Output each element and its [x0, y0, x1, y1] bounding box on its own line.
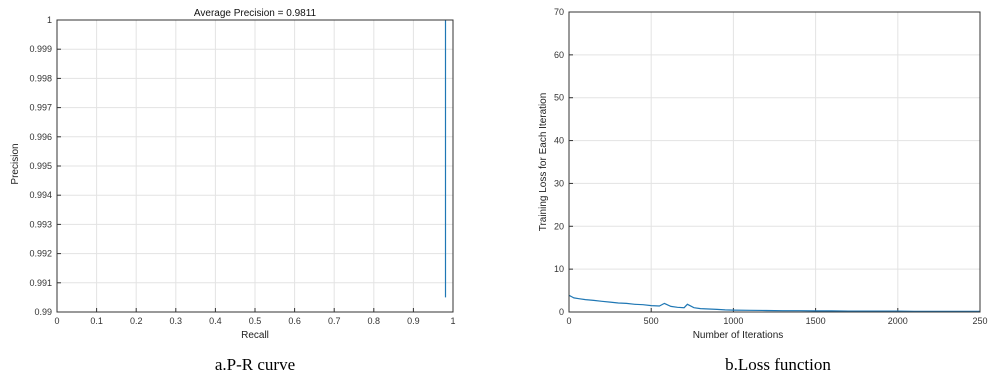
loss-y-tick-label: 30: [554, 178, 564, 188]
pr-curve-x-tick-label: 0.1: [90, 316, 103, 326]
loss-y-tick-label: 20: [554, 221, 564, 231]
loss-y-tick-label: 60: [554, 50, 564, 60]
pr-curve-y-tick-label: 0.994: [29, 190, 52, 200]
pr-curve-x-tick-label: 0.5: [249, 316, 262, 326]
loss-y-tick-label: 70: [554, 7, 564, 17]
pr-curve-y-tick-label: 0.99: [34, 307, 52, 317]
pr-curve-y-tick-label: 0.991: [29, 278, 52, 288]
pr-curve-y-tick-label: 0.997: [29, 103, 52, 113]
pr-curve-y-tick-label: 0.993: [29, 219, 52, 229]
loss-series: [568, 294, 980, 312]
loss-plot-frame: [568, 11, 981, 313]
loss-grid: [569, 12, 980, 312]
pr-curve-y-tick-label: 0.998: [29, 73, 52, 83]
pr-curve-x-tick-label: 0.9: [407, 316, 420, 326]
pr-curve-y-tick-label: 0.992: [29, 249, 52, 259]
pr-curve-y-tick-label: 0.996: [29, 132, 52, 142]
loss-series-line: [568, 294, 980, 312]
loss-x-tick-label: 2000: [888, 316, 908, 326]
loss-y-axis-label: Training Loss for Each Iteration: [538, 93, 549, 232]
loss-x-tick-label: 0: [566, 316, 571, 326]
pr-curve-grid: [57, 20, 453, 312]
loss-y-tick-label: 50: [554, 93, 564, 103]
loss-x-axis-label: Number of Iterations: [693, 330, 784, 341]
pr-curve-x-tick-label: 0: [54, 316, 59, 326]
pr-curve-plot-frame: [56, 19, 454, 313]
loss-y-tick-label: 10: [554, 264, 564, 274]
loss-x-tick-label: 250: [972, 316, 987, 326]
pr-curve-x-tick-label: 1: [450, 316, 455, 326]
pr-curve-title: Average Precision = 0.9811: [194, 8, 317, 19]
pr-curve-y-tick-label: 1: [47, 15, 52, 25]
pr-curve-x-tick-label: 0.4: [209, 316, 222, 326]
pr-curve-y-tick-label: 0.999: [29, 44, 52, 54]
pr-curve-x-tick-label: 0.6: [288, 316, 301, 326]
pr-curve-x-tick-label: 0.3: [170, 316, 183, 326]
loss-x-tick-label: 1500: [806, 316, 826, 326]
loss-y-tick-label: 0: [559, 307, 564, 317]
pr-curve-y-ticks: 0.99 0.991 0.992 0.993 0.994 0.995 0.996 0.997 0…: [29, 15, 61, 317]
pr-curve-x-tick-label: 0.7: [328, 316, 341, 326]
loss-panel: 0 500 1000 1500 2000 250 0 10 20 30 40 50 60 70 Numb…: [538, 7, 988, 374]
pr-curve-panel: Average Precision = 0.9811 0 0.1 0.2 0.3 0.4…: [10, 8, 456, 374]
pr-curve-x-axis-label: Recall: [241, 330, 269, 341]
caption-a: a.P-R curve: [215, 355, 295, 374]
loss-y-tick-label: 40: [554, 136, 564, 146]
pr-curve-y-axis-label: Precision: [10, 143, 21, 184]
pr-curve-x-tick-label: 0.8: [368, 316, 381, 326]
pr-curve-x-tick-label: 0.2: [130, 316, 143, 326]
loss-x-tick-label: 500: [644, 316, 659, 326]
pr-curve-y-tick-label: 0.995: [29, 161, 52, 171]
loss-y-ticks: 0 10 20 30 40 50 60 70: [554, 7, 573, 317]
pr-curve-x-ticks: 0 0.1 0.2 0.3 0.4 0.5 0.6 0.7 0.8 0.9 1: [54, 308, 456, 326]
caption-b: b.Loss function: [725, 355, 831, 374]
loss-x-tick-label: 1000: [723, 316, 743, 326]
